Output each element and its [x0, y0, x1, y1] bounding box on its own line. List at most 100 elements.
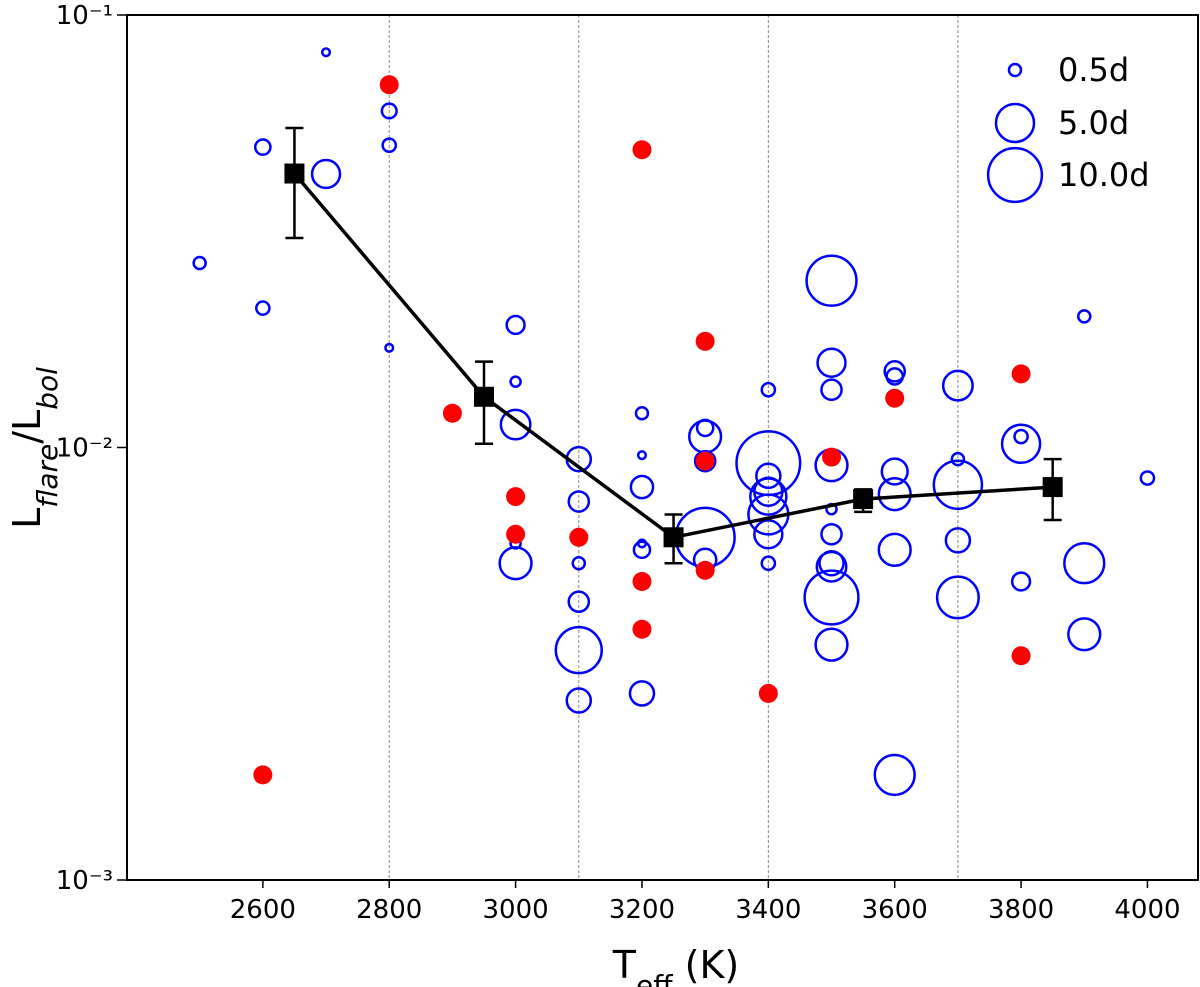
- x-tick-label: 2600: [230, 895, 296, 925]
- bubble: [803, 569, 860, 626]
- bubble: [634, 405, 650, 421]
- x-tick-label: 2800: [356, 895, 422, 925]
- bubble: [632, 540, 652, 560]
- bubble: [877, 532, 912, 567]
- bin-marker: [284, 163, 305, 184]
- bubble: [310, 158, 342, 190]
- label-text: L: [5, 508, 49, 529]
- bubble: [932, 459, 984, 511]
- bubble: [629, 474, 655, 500]
- bubble: [1000, 423, 1042, 465]
- bubble: [1013, 428, 1029, 445]
- bubble: [498, 546, 533, 581]
- legend-bubble: [1007, 62, 1023, 78]
- legend-label: 10.0d: [1058, 156, 1150, 194]
- bubble: [192, 255, 207, 271]
- x-axis-label: Teff (K): [612, 943, 739, 987]
- bin-marker: [663, 527, 684, 548]
- point: [632, 619, 652, 639]
- bubble: [693, 449, 717, 473]
- bubble: [1077, 309, 1092, 324]
- y-axis-label: Lflare/Lbol: [5, 367, 64, 529]
- y-tick-label: 10⁻²: [56, 434, 113, 464]
- bubble: [571, 555, 587, 571]
- legend-bubble: [994, 102, 1036, 144]
- y-tick-label: 10⁻³: [56, 866, 113, 896]
- point: [632, 571, 652, 591]
- point: [632, 140, 652, 160]
- x-tick-label: 3200: [609, 895, 675, 925]
- bubble: [877, 477, 912, 512]
- bubble: [1010, 571, 1032, 592]
- bin-marker: [853, 489, 874, 510]
- bubble: [941, 369, 974, 402]
- y-tick-label: 10⁻¹: [56, 1, 113, 31]
- point: [885, 388, 905, 408]
- x-tick-label: 3600: [862, 895, 928, 925]
- bubble: [760, 381, 777, 398]
- bubble: [815, 550, 848, 583]
- bubble: [381, 137, 398, 154]
- bubble: [1139, 470, 1156, 486]
- bubble: [255, 300, 271, 316]
- point: [1011, 646, 1031, 666]
- bubble: [935, 575, 980, 620]
- bubble: [950, 451, 966, 467]
- label-text: T: [612, 943, 637, 987]
- bubble: [636, 450, 648, 461]
- bubble: [820, 378, 843, 402]
- point: [506, 487, 526, 507]
- label-text: (K): [673, 943, 740, 987]
- bubble: [509, 375, 522, 388]
- bubble: [674, 506, 736, 568]
- bubble: [499, 408, 532, 441]
- point: [758, 683, 778, 703]
- point: [253, 765, 273, 785]
- bubble: [567, 590, 591, 614]
- legend-label: 5.0d: [1058, 104, 1129, 142]
- x-tick-label: 3000: [483, 895, 549, 925]
- point: [442, 403, 462, 423]
- point: [695, 560, 715, 580]
- bubble: [816, 347, 847, 378]
- bubble: [885, 367, 905, 386]
- bubble: [749, 477, 788, 516]
- bubble: [1063, 542, 1106, 585]
- bubble: [820, 522, 843, 546]
- label-subscript: flare: [31, 444, 64, 508]
- point: [569, 527, 589, 547]
- bin-marker: [1042, 477, 1063, 498]
- bubble: [380, 102, 398, 120]
- bubble: [567, 490, 591, 513]
- x-tick-label: 3400: [735, 895, 801, 925]
- point: [695, 451, 715, 471]
- bubble: [1067, 617, 1102, 652]
- label-subscript: eff: [636, 969, 673, 987]
- x-tick-label: 4000: [1114, 895, 1180, 925]
- plot-frame: [126, 14, 1199, 881]
- bubble: [320, 47, 332, 58]
- point: [822, 447, 842, 467]
- legend-label: 0.5d: [1058, 51, 1129, 89]
- label-text: /L: [5, 410, 49, 444]
- bubble: [814, 627, 849, 662]
- legend-bubble: [986, 146, 1044, 204]
- point: [695, 331, 715, 351]
- bubble: [505, 314, 526, 336]
- bubble: [384, 342, 395, 353]
- bubble: [880, 457, 909, 486]
- bubble: [805, 254, 858, 307]
- bubble: [760, 555, 777, 572]
- label-subscript: bol: [31, 367, 64, 410]
- point: [1011, 364, 1031, 384]
- bubble: [565, 687, 593, 714]
- bubble: [695, 418, 715, 438]
- bubble: [944, 527, 972, 554]
- bubble: [873, 753, 916, 797]
- bubble: [883, 360, 907, 383]
- bubble: [628, 680, 656, 707]
- bubble: [755, 462, 782, 490]
- x-tick-label: 3800: [988, 895, 1054, 925]
- bin-marker: [474, 386, 494, 407]
